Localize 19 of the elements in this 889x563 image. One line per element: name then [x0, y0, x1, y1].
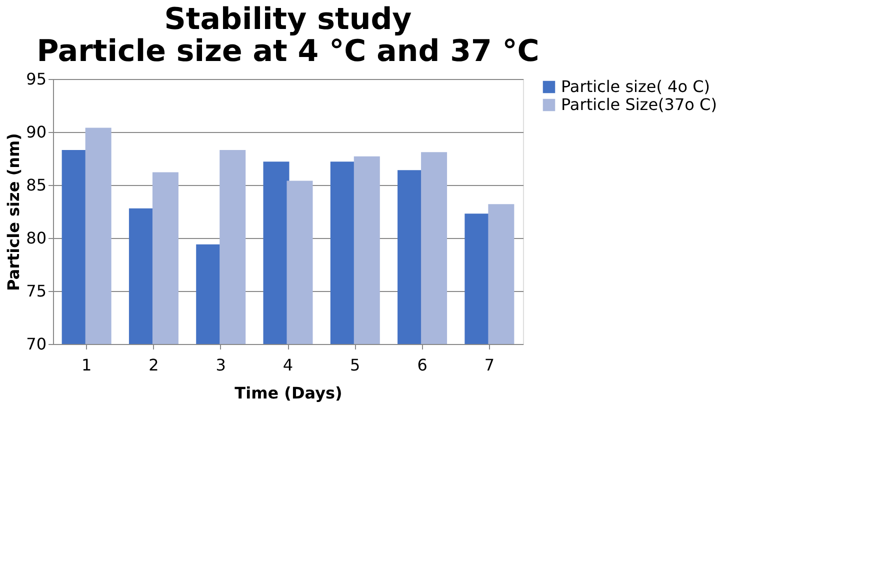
- x-tick-label: 7: [484, 356, 495, 374]
- text: Stability study: [164, 2, 412, 37]
- y-tick-label: 80: [26, 228, 46, 248]
- legend-label: Particle size( 4o C): [561, 77, 710, 96]
- y-tick-label: 90: [26, 122, 46, 142]
- x-tick-label: 1: [81, 356, 92, 374]
- y-tick-label: 70: [26, 334, 46, 354]
- x-tick-label: 6: [417, 356, 428, 374]
- y-tick-label: 85: [26, 176, 46, 194]
- text: Particle size at 4 °C and 37 °C: [36, 34, 540, 69]
- y-tick-label: 95: [26, 70, 46, 88]
- x-tick-label: 5: [350, 356, 360, 374]
- y-tick-label: 75: [26, 282, 46, 300]
- legend-label: Particle Size(37o C): [561, 95, 717, 114]
- x-tick-label: 2: [148, 356, 159, 374]
- x-axis-title: Time (Days): [234, 384, 342, 402]
- x-tick-label: 3: [216, 356, 226, 374]
- y-axis-title: Particle size (nm): [4, 133, 24, 291]
- x-tick-label: 4: [282, 356, 294, 374]
